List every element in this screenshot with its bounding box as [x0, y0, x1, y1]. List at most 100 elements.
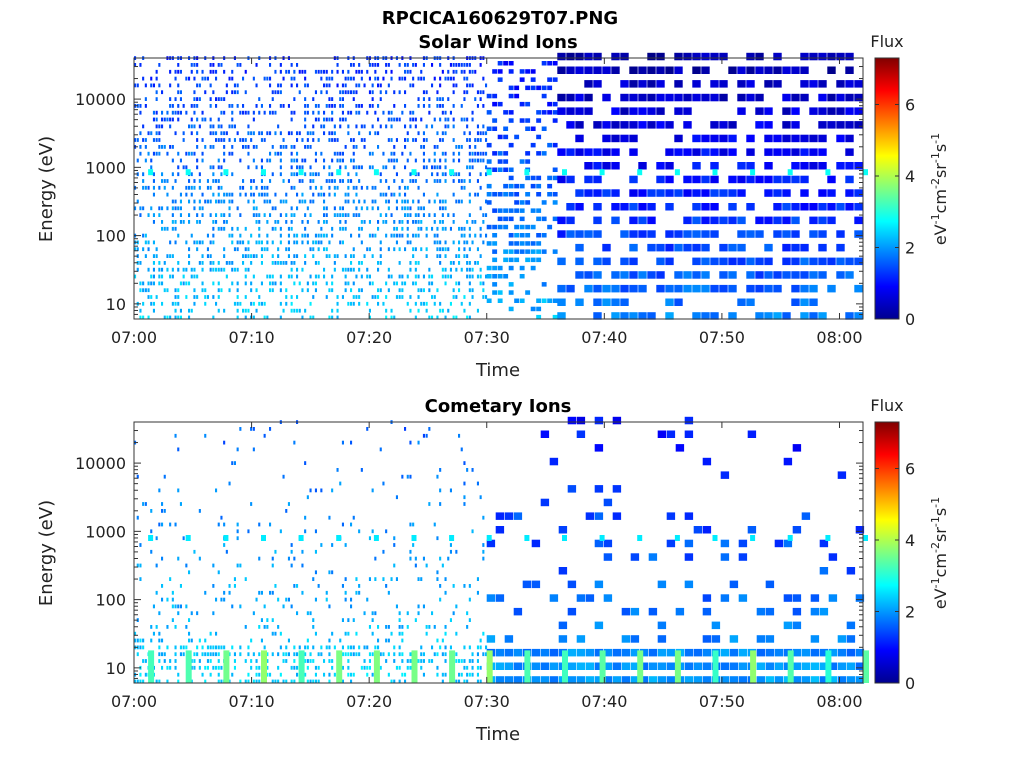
heatmap-cell: [212, 69, 215, 74]
heatmap-cell: [309, 213, 312, 217]
heatmap-cell: [366, 206, 369, 211]
heatmap-cell: [558, 567, 568, 575]
heatmap-cell: [393, 165, 396, 170]
heatmap-cell: [584, 175, 593, 184]
x-axis-label: Time: [475, 360, 520, 381]
heatmap-cell: [212, 281, 215, 286]
feature-cell: [185, 535, 191, 541]
heatmap-cell: [638, 162, 647, 170]
heatmap-cell: [190, 117, 193, 122]
heatmap-cell: [328, 172, 331, 177]
heatmap-cell: [422, 104, 425, 108]
heatmap-cell: [466, 267, 469, 272]
heatmap-cell: [382, 577, 385, 581]
heatmap-cell: [209, 124, 212, 129]
heatmap-cell: [398, 76, 401, 81]
heatmap-cell: [508, 85, 514, 91]
heatmap-cell: [293, 308, 296, 313]
heatmap-cell: [783, 457, 793, 466]
heatmap-cell: [719, 216, 728, 225]
heatmap-cell: [188, 631, 191, 636]
heatmap-cell: [352, 151, 355, 156]
heatmap-cell: [486, 224, 492, 230]
feature-cell: [449, 535, 455, 541]
heatmap-cell: [791, 257, 800, 266]
heatmap-cell: [169, 577, 172, 581]
heatmap-cell: [236, 90, 239, 95]
heatmap-cell: [236, 529, 239, 534]
heatmap-cell: [684, 553, 694, 561]
heatmap-cell: [395, 577, 398, 581]
heatmap-cell: [333, 151, 336, 156]
heatmap-cell: [466, 124, 469, 129]
heatmap-cell: [497, 77, 503, 82]
heatmap-cell: [486, 241, 492, 246]
heatmap-cell: [846, 567, 856, 575]
heatmap-cell: [379, 447, 382, 452]
heatmap-cell: [260, 104, 263, 108]
heatmap-cell: [323, 158, 326, 163]
heatmap-cell: [231, 604, 234, 609]
heatmap-cell: [242, 104, 245, 108]
heatmap-cell: [301, 288, 304, 293]
heatmap-cell: [657, 430, 667, 438]
heatmap-cell: [231, 261, 234, 265]
heatmap-cell: [293, 158, 296, 163]
heatmap-cell: [647, 93, 656, 102]
heatmap-cell: [412, 83, 415, 88]
heatmap-cell: [358, 179, 361, 183]
heatmap-cell: [223, 158, 226, 163]
heatmap-cell: [530, 241, 536, 246]
heatmap-cell: [566, 121, 575, 129]
heatmap-cell: [684, 416, 694, 425]
heatmap-cell: [737, 93, 746, 102]
heatmap-cell: [204, 433, 207, 438]
heatmap-cell: [782, 230, 791, 238]
heatmap-cell: [638, 107, 647, 115]
heatmap-cell: [827, 52, 836, 61]
heatmap-cell: [810, 648, 820, 657]
heatmap-cell: [611, 189, 620, 197]
heatmap-cell: [485, 652, 488, 657]
heatmap-cell: [639, 676, 649, 684]
heatmap-cell: [665, 312, 674, 320]
heatmap-cell: [441, 206, 444, 211]
heatmap-cell: [193, 151, 196, 156]
heatmap-cell: [182, 165, 185, 170]
heatmap-cell: [855, 662, 865, 670]
heatmap-cell: [728, 175, 737, 184]
heatmap-cell: [460, 69, 463, 74]
heatmap-cell: [366, 645, 369, 650]
heatmap-cell: [412, 63, 415, 67]
heatmap-cell: [344, 590, 347, 595]
heatmap-cell: [250, 659, 253, 663]
heatmap-cell: [155, 254, 158, 258]
heatmap-cell: [290, 158, 293, 163]
heatmap-cell: [382, 652, 385, 657]
heatmap-cell: [630, 648, 640, 657]
heatmap-cell: [317, 679, 320, 684]
heatmap-cell: [620, 312, 629, 320]
heatmap-cell: [161, 502, 164, 506]
heatmap-cell: [228, 590, 231, 595]
feature-cell: [449, 650, 456, 683]
heatmap-cell: [360, 220, 363, 224]
heatmap-cell: [155, 625, 158, 629]
heatmap-cell: [497, 192, 503, 197]
heatmap-cell: [242, 145, 245, 149]
heatmap-cell: [728, 66, 737, 74]
heatmap-cell: [612, 416, 622, 425]
heatmap-cell: [174, 659, 177, 663]
heatmap-cell: [404, 247, 407, 252]
heatmap-cell: [452, 179, 455, 183]
heatmap-cell: [328, 672, 331, 677]
heatmap-cell: [250, 179, 253, 183]
heatmap-cell: [314, 240, 317, 245]
heatmap-cell: [152, 254, 155, 258]
heatmap-cell: [466, 611, 469, 616]
heatmap-cell: [479, 138, 482, 142]
heatmap-cell: [485, 165, 488, 170]
heatmap-cell: [323, 274, 326, 279]
heatmap-cell: [463, 240, 466, 245]
